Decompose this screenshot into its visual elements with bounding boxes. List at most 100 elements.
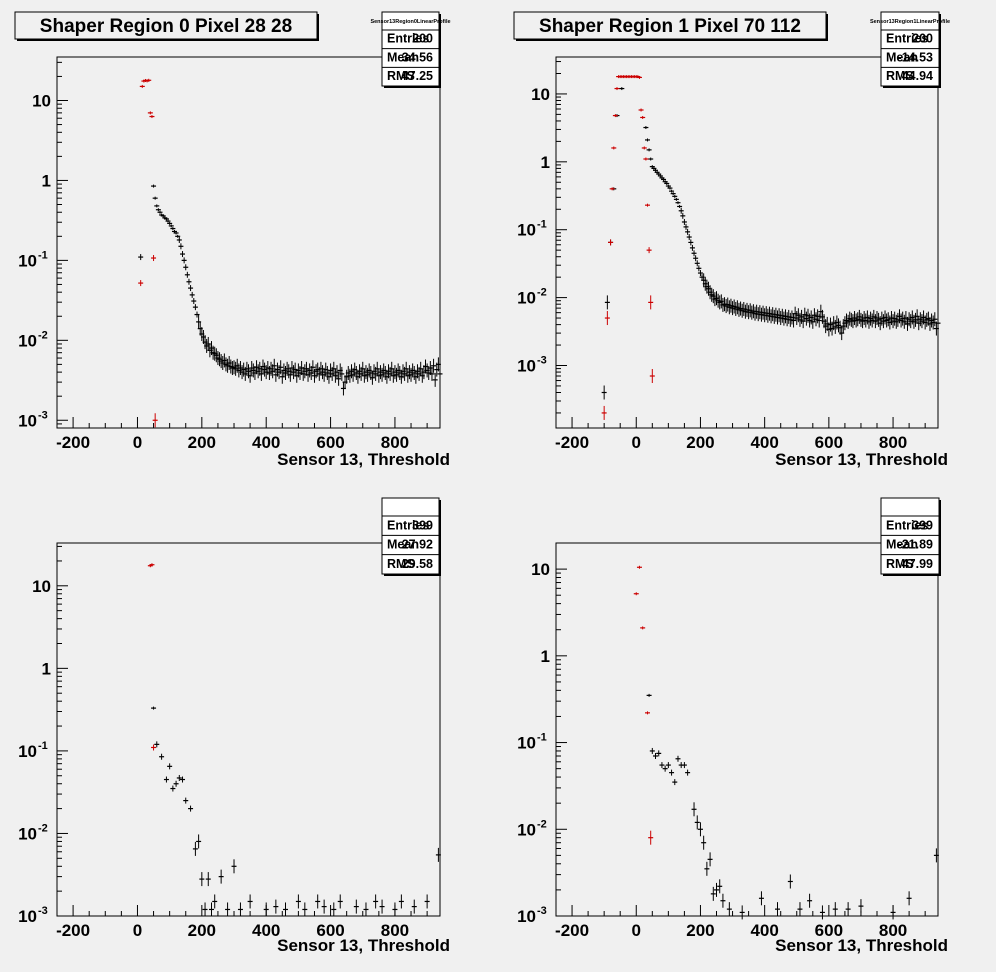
data-point	[194, 311, 200, 318]
y-tick-exponent: -2	[38, 329, 48, 341]
data-point	[247, 368, 253, 383]
data-point	[694, 260, 700, 267]
data-point	[612, 114, 618, 118]
data-point	[665, 762, 671, 769]
data-point	[672, 779, 678, 786]
data-point	[696, 265, 702, 272]
data-point	[337, 894, 343, 909]
data-point	[196, 834, 202, 849]
x-tick-label: 400	[750, 433, 778, 452]
data-point	[295, 894, 301, 909]
data-point	[646, 148, 652, 152]
data-point	[643, 126, 649, 130]
data-point	[651, 166, 657, 170]
x-tick-label: 0	[133, 921, 142, 940]
data-point	[619, 87, 625, 91]
y-tick-label: 10	[517, 221, 536, 240]
data-point	[191, 298, 197, 305]
data-point	[643, 157, 649, 161]
y-tick-label: 10	[517, 907, 536, 926]
data-point	[159, 753, 165, 760]
data-point	[683, 223, 689, 230]
stats-box	[880, 497, 940, 575]
chart-title: Shaper Region 1 Pixel 70 112	[539, 16, 801, 37]
data-point	[816, 313, 822, 328]
data-point	[654, 170, 660, 174]
data-point	[697, 270, 703, 277]
data-point	[392, 902, 398, 917]
data-point	[283, 902, 289, 917]
x-tick-label: 600	[316, 921, 344, 940]
x-tick-label: 200	[686, 433, 714, 452]
x-tick-label: 200	[686, 921, 714, 940]
data-point	[151, 744, 157, 751]
data-point	[310, 360, 316, 375]
data-point	[167, 763, 173, 770]
stats-histogram-name: Sensor13Region0LinearProfile	[370, 19, 450, 25]
x-axis-label: Sensor 13, Threshold	[775, 450, 948, 469]
data-point	[858, 899, 864, 914]
data-point	[662, 765, 668, 772]
data-series	[147, 563, 157, 751]
stats-label: Entries	[886, 32, 928, 46]
stats-label: Entries	[886, 518, 928, 532]
stats-histogram-name: Sensor13Region1LinearProfile	[870, 19, 950, 25]
data-point	[677, 204, 683, 208]
data-point	[165, 219, 171, 223]
data-point	[649, 369, 655, 384]
data-point	[176, 774, 182, 781]
x-tick-label: 800	[381, 921, 409, 940]
x-tick-label: 400	[252, 921, 280, 940]
stats-value: 399	[912, 518, 933, 532]
data-point	[189, 291, 195, 298]
data-point	[167, 221, 173, 225]
stats-label: Entries	[387, 32, 429, 46]
data-point	[151, 706, 157, 710]
data-point	[315, 894, 321, 909]
data-point	[758, 891, 764, 906]
x-tick-label: 600	[815, 433, 843, 452]
data-point	[411, 899, 417, 914]
data-point	[152, 413, 158, 428]
data-point	[225, 902, 231, 917]
stats-value: 44.94	[902, 69, 933, 83]
y-tick-exponent: -1	[38, 740, 48, 752]
data-point	[681, 218, 687, 225]
data-point	[437, 366, 443, 381]
y-tick-exponent: -1	[38, 249, 48, 261]
y-tick-label: 1	[42, 659, 51, 678]
data-point	[649, 747, 655, 754]
x-tick-label: 800	[879, 433, 907, 452]
data-point	[149, 115, 155, 119]
data-point	[237, 902, 243, 917]
data-point	[691, 250, 697, 257]
data-point	[685, 769, 691, 776]
y-tick-exponent: -2	[38, 822, 48, 834]
data-series	[646, 693, 939, 920]
data-point	[659, 762, 665, 769]
data-point	[807, 893, 813, 908]
data-series	[138, 184, 443, 396]
stats-value: 29.58	[402, 557, 433, 571]
x-tick-label: 0	[133, 433, 142, 452]
stats-value: 200	[412, 32, 433, 46]
data-point	[151, 184, 157, 188]
data-point	[611, 146, 617, 150]
data-point	[178, 243, 184, 250]
data-point	[664, 181, 670, 185]
x-tick-label: 0	[632, 921, 641, 940]
data-point	[429, 366, 435, 381]
data-point	[202, 902, 208, 917]
data-point	[152, 196, 158, 200]
data-point	[163, 776, 169, 783]
data-point	[648, 157, 654, 161]
data-point	[932, 312, 938, 327]
data-point	[170, 227, 176, 231]
data-point	[669, 189, 675, 193]
y-tick-label: 1	[42, 171, 51, 190]
data-point	[432, 372, 438, 387]
stats-label: Entries	[387, 518, 429, 532]
data-point	[373, 894, 379, 909]
data-point	[672, 194, 678, 198]
data-point	[176, 236, 182, 243]
